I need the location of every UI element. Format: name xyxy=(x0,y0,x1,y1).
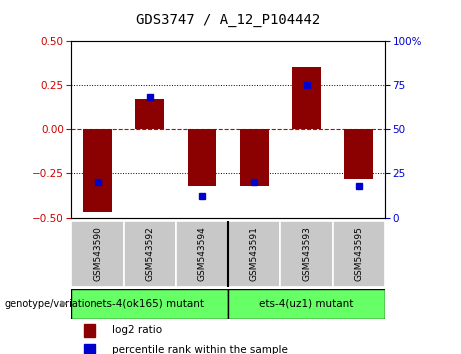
Text: GSM543590: GSM543590 xyxy=(93,227,102,281)
Bar xyxy=(71,221,124,287)
Text: genotype/variation: genotype/variation xyxy=(5,298,97,309)
Text: GSM543595: GSM543595 xyxy=(355,227,363,281)
Text: log2 ratio: log2 ratio xyxy=(112,325,162,336)
Bar xyxy=(344,129,373,179)
Bar xyxy=(176,221,228,287)
Bar xyxy=(84,324,95,337)
Text: percentile rank within the sample: percentile rank within the sample xyxy=(112,345,288,354)
Bar xyxy=(84,344,95,354)
Text: GSM543593: GSM543593 xyxy=(302,227,311,281)
Text: ets-4(uz1) mutant: ets-4(uz1) mutant xyxy=(260,298,354,309)
Bar xyxy=(188,129,216,186)
Text: GSM543592: GSM543592 xyxy=(145,227,154,281)
Bar xyxy=(228,289,385,319)
Bar xyxy=(292,67,321,129)
Bar xyxy=(333,221,385,287)
Bar xyxy=(136,99,164,129)
Bar xyxy=(280,221,333,287)
Text: ets-4(ok165) mutant: ets-4(ok165) mutant xyxy=(96,298,204,309)
Bar xyxy=(240,129,269,186)
Bar xyxy=(124,221,176,287)
Bar xyxy=(71,289,228,319)
Text: GSM543594: GSM543594 xyxy=(198,227,207,281)
Text: GSM543591: GSM543591 xyxy=(250,227,259,281)
Text: GDS3747 / A_12_P104442: GDS3747 / A_12_P104442 xyxy=(136,12,320,27)
Bar xyxy=(228,221,280,287)
Bar xyxy=(83,129,112,212)
